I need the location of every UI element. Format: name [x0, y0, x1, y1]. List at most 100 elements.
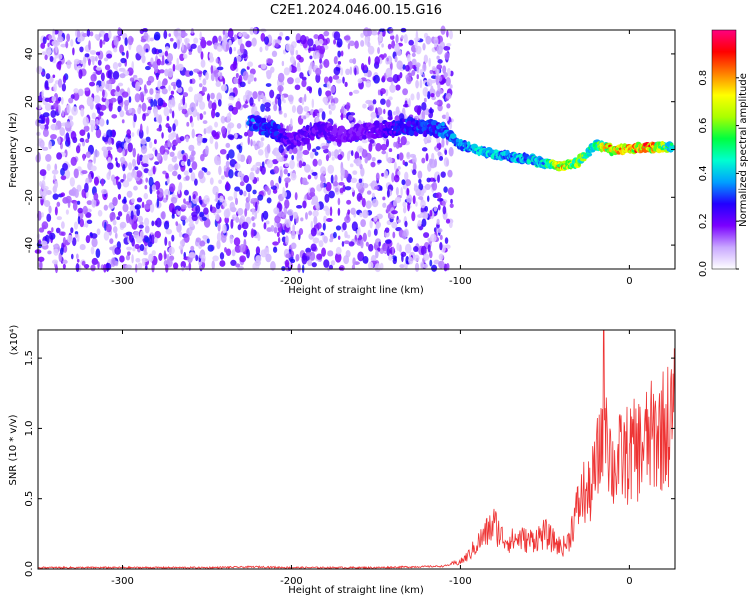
noise-blob [273, 165, 280, 174]
noise-blob [377, 89, 381, 96]
noise-blob [93, 192, 99, 201]
noise-blob [260, 63, 267, 69]
noise-blob [315, 73, 321, 83]
noise-blob [228, 39, 232, 47]
noise-blob [48, 140, 52, 150]
noise-blob [127, 251, 131, 256]
noise-blob [400, 35, 404, 40]
noise-blob [229, 234, 234, 244]
noise-blob [75, 253, 79, 260]
noise-blob [284, 162, 290, 168]
noise-blob [241, 31, 248, 37]
noise-blob [190, 245, 195, 252]
noise-blob [364, 156, 368, 164]
noise-blob [131, 198, 135, 204]
noise-blob [311, 171, 318, 176]
noise-blob [119, 156, 126, 163]
noise-blob [62, 263, 66, 269]
noise-blob [179, 136, 185, 142]
noise-blob [236, 122, 242, 129]
noise-blob [106, 129, 113, 138]
noise-blob [318, 108, 324, 113]
noise-blob [62, 75, 67, 84]
noise-blob [216, 92, 222, 102]
noise-blob [109, 238, 114, 245]
noise-blob [406, 194, 413, 204]
noise-blob [103, 204, 109, 211]
noise-blob [423, 97, 427, 103]
noise-blob [439, 156, 444, 161]
noise-blob [276, 93, 281, 100]
noise-blob [383, 53, 387, 58]
noise-blob [65, 195, 72, 204]
noise-blob [142, 113, 146, 122]
noise-blob [360, 219, 366, 228]
noise-blob [126, 129, 131, 136]
noise-blob [402, 201, 407, 208]
noise-blob [309, 251, 316, 261]
noise-blob [411, 58, 417, 66]
noise-blob [131, 254, 134, 264]
noise-blob [443, 186, 448, 193]
noise-blob [66, 59, 72, 70]
noise-blob [109, 212, 116, 221]
noise-blob [321, 247, 326, 257]
noise-blob [137, 215, 144, 223]
noise-blob [163, 151, 168, 161]
noise-blob [311, 262, 317, 268]
noise-blob [449, 203, 454, 209]
noise-blob [210, 72, 215, 82]
noise-blob [424, 137, 428, 145]
signal-point [280, 128, 287, 132]
noise-blob [344, 230, 348, 239]
noise-blob [276, 152, 282, 162]
noise-blob [290, 118, 293, 127]
noise-blob [284, 177, 291, 183]
noise-blob [252, 222, 256, 228]
noise-blob [346, 151, 351, 161]
noise-blob [61, 231, 66, 237]
noise-blob [419, 212, 424, 217]
noise-blob [252, 91, 258, 100]
noise-blob [319, 45, 325, 55]
noise-blob [117, 211, 123, 217]
noise-blob [379, 88, 386, 95]
noise-blob [251, 216, 255, 222]
noise-blob [89, 119, 96, 126]
noise-blob [259, 165, 263, 172]
noise-blob [99, 39, 103, 49]
noise-blob [377, 159, 382, 164]
noise-blob [302, 149, 310, 156]
noise-blob [42, 36, 47, 45]
noise-blob [375, 172, 380, 181]
noise-blob [237, 170, 243, 177]
noise-blob [135, 81, 141, 92]
noise-blob [149, 184, 153, 195]
noise-blob [362, 103, 367, 109]
noise-blob [183, 170, 189, 176]
noise-blob [163, 30, 168, 40]
noise-blob [329, 206, 333, 217]
noise-blob [144, 65, 151, 71]
noise-blob [271, 50, 278, 57]
noise-blob [305, 112, 310, 118]
noise-blob [148, 176, 154, 187]
noise-blob [102, 89, 105, 98]
noise-blob [324, 193, 330, 203]
noise-blob [412, 195, 416, 205]
noise-blob [316, 112, 320, 118]
noise-blob [203, 194, 210, 205]
noise-blob [230, 36, 236, 43]
noise-blob [112, 178, 118, 186]
noise-blob [89, 50, 97, 55]
noise-blob [115, 175, 119, 186]
noise-blob [415, 45, 422, 55]
noise-blob [408, 237, 414, 243]
noise-blob [77, 37, 83, 43]
noise-blob [363, 64, 368, 71]
noise-blob [365, 80, 372, 88]
noise-blob [315, 230, 322, 236]
noise-blob [253, 77, 257, 82]
noise-blob [153, 98, 158, 109]
noise-blob [57, 36, 64, 43]
